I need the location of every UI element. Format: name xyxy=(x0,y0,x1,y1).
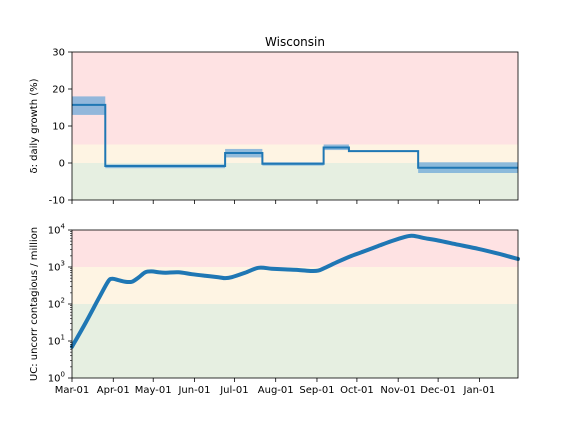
contagious-ytick-label-2: 102 xyxy=(48,297,65,311)
contagious-line xyxy=(70,233,520,349)
contagious-ticks: 100 101 102 103 104 Mar-01 Apr-01 May-01 Jun-01 J… xyxy=(48,223,495,397)
x-tick-label-7: Oct-01 xyxy=(340,385,374,396)
growth-step-line xyxy=(72,103,518,169)
x-tick-label-8: Nov-01 xyxy=(380,385,416,396)
growth-ticks: -10 0 10 20 30 xyxy=(49,48,480,207)
x-tick-label-2: May-01 xyxy=(135,385,172,396)
contagious-ytick-label-0: 100 xyxy=(48,371,65,385)
growth-ytick-label-1: 0 xyxy=(59,159,65,170)
growth-zone-1 xyxy=(72,144,518,163)
chart-title: Wisconsin xyxy=(265,35,325,49)
x-tick-label-5: Aug-01 xyxy=(258,385,294,396)
x-tick-label-10: Jan-01 xyxy=(463,385,496,396)
growth-zone-2 xyxy=(72,52,518,145)
contagious-zone-0 xyxy=(72,304,518,378)
contagious-ytick-label-4: 104 xyxy=(48,223,66,237)
growth-ytick-label-0: -10 xyxy=(49,196,65,207)
x-tick-label-4: Jul-01 xyxy=(219,385,248,396)
growth-y-axis-label: δ: daily growth (%) xyxy=(29,78,40,173)
contagious-ytick-label-3: 103 xyxy=(48,260,65,274)
growth-panel: -10 0 10 20 30 Wisconsin δ: daily growth (%) xyxy=(29,35,519,207)
x-tick-label-3: Jun-01 xyxy=(177,385,210,396)
x-tick-label-1: Apr-01 xyxy=(97,385,130,396)
x-tick-label-0: Mar-01 xyxy=(55,385,90,396)
growth-ytick-label-2: 10 xyxy=(52,122,65,133)
contagious-zone-1 xyxy=(72,267,518,304)
growth-ytick-label-4: 30 xyxy=(52,48,65,59)
contagious-zones xyxy=(72,230,518,378)
contagious-panel: 100 101 102 103 104 Mar-01 Apr-01 May-01 Jun-01 J… xyxy=(29,223,520,397)
x-tick-label-9: Dec-01 xyxy=(420,385,456,396)
growth-ytick-label-3: 20 xyxy=(52,85,65,96)
contagious-ytick-label-1: 101 xyxy=(48,334,65,348)
contagious-zone-2 xyxy=(72,230,518,267)
growth-zones xyxy=(72,52,518,200)
x-tick-label-6: Sep-01 xyxy=(299,385,334,396)
contagious-y-axis-label: UC: uncorr contagious / million xyxy=(29,227,40,381)
